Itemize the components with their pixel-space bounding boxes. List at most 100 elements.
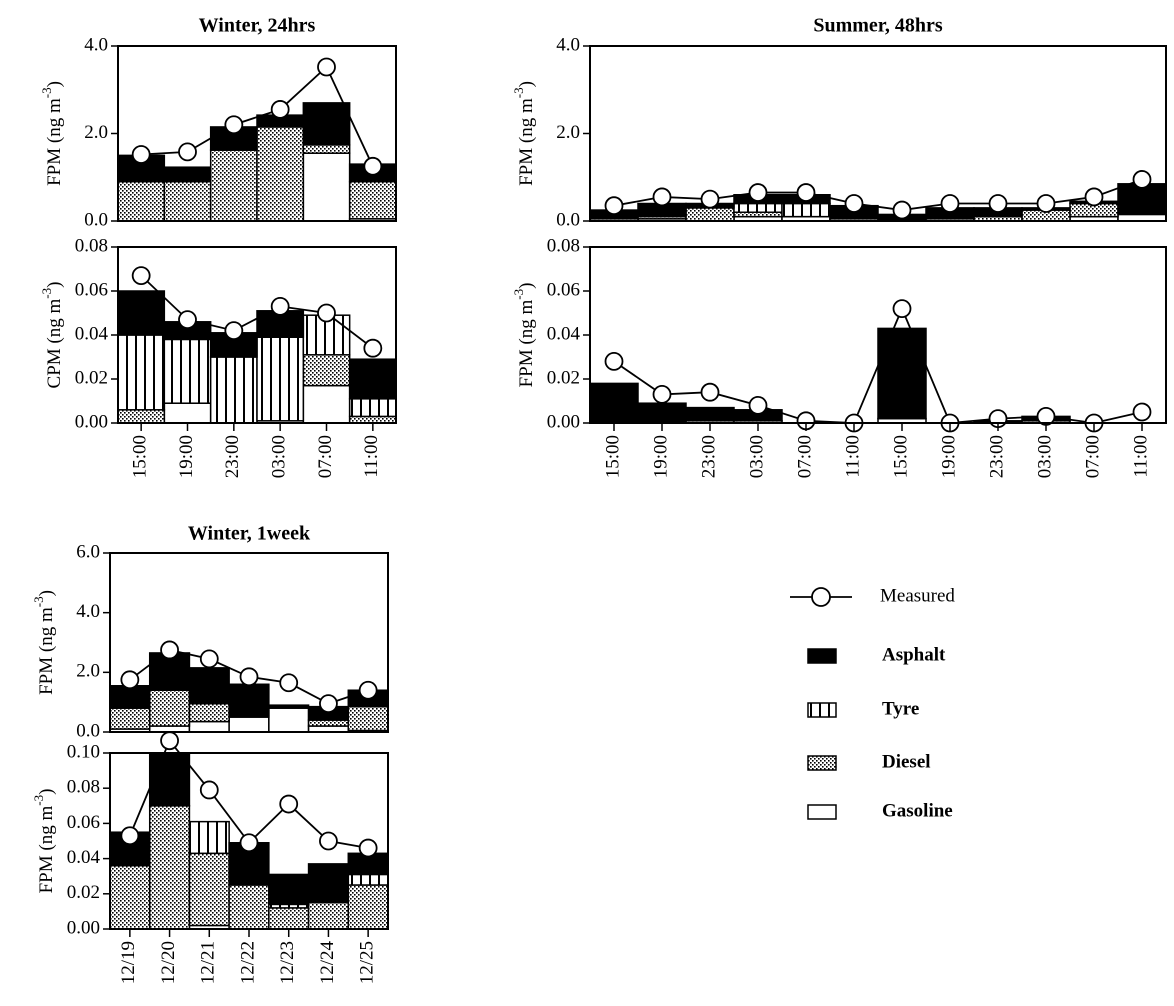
legend-label: Tyre (882, 698, 919, 719)
y-axis-label-sup: -3 (31, 795, 46, 806)
chart-title: Summer, 48hrs (813, 15, 942, 37)
bar-segment (148, 689, 191, 727)
measured-point (160, 731, 179, 751)
bar-segment (117, 334, 166, 411)
y-axis-label-sup: -3 (31, 596, 46, 607)
y-axis-label: FPM (ng m-3) (39, 81, 65, 186)
x-tick-label: 12/19 (118, 941, 139, 984)
y-tick-label: 0.06 (75, 279, 108, 300)
x-tick-label: 19:00 (650, 435, 671, 478)
bar-segment (302, 384, 351, 424)
measured-point (317, 303, 336, 323)
bar-segment (163, 166, 212, 183)
measured-point (131, 145, 151, 164)
measured-point (270, 100, 290, 119)
plot-frame (109, 552, 389, 733)
measured-point (239, 667, 259, 687)
measured-point (199, 649, 219, 669)
x-tick-label: 23:00 (986, 435, 1007, 478)
legend-label: Gasoline (882, 800, 953, 821)
bar-segment (148, 805, 191, 930)
x-tick-label: 23:00 (698, 435, 719, 478)
legend-swatch (807, 702, 837, 718)
bar-segment (163, 402, 212, 424)
y-tick-label: 2.0 (556, 122, 580, 143)
legend-marker (811, 587, 831, 607)
x-tick-label: 11:00 (842, 435, 863, 478)
plot-frame (117, 246, 397, 424)
x-tick-label: 15:00 (602, 435, 623, 478)
measured-line (140, 274, 374, 349)
y-axis-label-tail: ) (44, 81, 65, 87)
bar-segment (1117, 183, 1167, 216)
measured-point (178, 142, 197, 162)
bar-segment (148, 752, 191, 807)
chart-title: Winter, 24hrs (199, 15, 316, 37)
bar-segment (228, 716, 270, 733)
x-tick-label: 07:00 (1082, 435, 1103, 478)
chart-title: Winter, 1week (188, 523, 311, 545)
measured-point (796, 183, 816, 202)
measured-point (120, 826, 140, 846)
bar-segment (307, 901, 350, 930)
y-axis-label-main: FPM (ng m (516, 98, 537, 186)
bar-segment (307, 863, 350, 904)
y-tick-label: 4.0 (84, 34, 108, 55)
bar-segment (117, 409, 166, 424)
legend-swatch (807, 648, 837, 664)
y-axis-label-sup: -3 (511, 87, 526, 98)
y-axis-label-tail: ) (36, 789, 57, 795)
y-tick-label: 0.04 (547, 323, 581, 344)
measured-point (199, 780, 219, 800)
x-tick-label: 12/25 (357, 941, 378, 984)
x-tick-label: 12/21 (198, 941, 219, 984)
x-tick-label: 03:00 (269, 435, 290, 478)
bar-segment (302, 144, 351, 154)
y-axis-label-main: FPM (ng m (44, 98, 65, 186)
x-tick-label: 12/23 (277, 941, 298, 984)
bar-segment (163, 180, 212, 222)
bar-segment (268, 873, 310, 906)
y-axis-label-main: FPM (ng m (516, 300, 537, 388)
y-tick-label: 0.0 (76, 720, 100, 741)
y-tick-label: 0.08 (75, 235, 108, 256)
y-tick-label: 6.0 (76, 541, 100, 562)
bar-segment (109, 864, 151, 930)
bar-segment (589, 382, 639, 424)
measured-point (279, 794, 299, 814)
bar-segment (877, 327, 927, 420)
measured-point (178, 310, 197, 330)
bar-segment (347, 705, 389, 732)
y-tick-label: 0.06 (547, 279, 580, 300)
x-tick-label: 19:00 (176, 435, 197, 478)
y-tick-label: 0.06 (67, 812, 100, 833)
legend-swatch (807, 755, 837, 771)
measured-point (224, 321, 244, 341)
y-tick-label: 0.00 (67, 917, 100, 938)
bar-segment (188, 667, 230, 705)
measured-point (224, 115, 244, 135)
bar-segment (347, 884, 389, 930)
bar-segment (348, 358, 397, 400)
measured-point (748, 395, 768, 415)
x-tick-label: 19:00 (938, 435, 959, 478)
measured-point (652, 187, 672, 207)
bar-segment (117, 290, 166, 336)
y-axis-label-main: FPM (ng m (36, 806, 57, 894)
measured-point (160, 640, 179, 660)
measured-point (270, 296, 290, 316)
bar-segment (188, 852, 230, 927)
x-tick-label: 11:00 (1130, 435, 1151, 478)
measured-point (358, 838, 378, 858)
y-tick-label: 0.0 (84, 209, 108, 230)
y-axis-label-tail: ) (516, 81, 537, 87)
bar-segment (348, 398, 397, 418)
y-tick-label: 0.04 (75, 323, 109, 344)
bar-segment (209, 149, 258, 222)
y-tick-label: 0.08 (547, 235, 580, 256)
x-tick-label: 12/22 (237, 941, 258, 984)
bar-segment (256, 126, 305, 222)
y-axis-label-tail: ) (44, 282, 65, 288)
bar-segment (209, 356, 258, 424)
